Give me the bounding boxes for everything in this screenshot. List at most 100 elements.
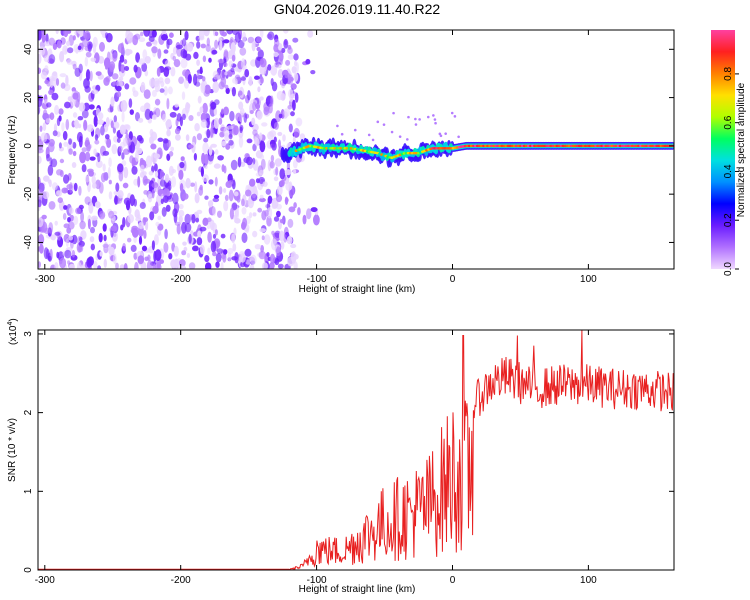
- noise-speck: [287, 54, 295, 60]
- noise-speck: [131, 225, 139, 231]
- noise-speck: [208, 200, 214, 208]
- noise-speck: [80, 152, 86, 163]
- noise-speck: [178, 209, 185, 217]
- noise-speck: [148, 36, 155, 42]
- noise-speck: [55, 78, 60, 86]
- noise-speck: [252, 193, 256, 199]
- noise-speck: [278, 51, 284, 62]
- noise-speck: [83, 119, 88, 131]
- noise-speck: [174, 221, 181, 226]
- noise-speck: [223, 249, 228, 255]
- noise-speck: [237, 156, 242, 168]
- noise-speck: [108, 191, 113, 200]
- noise-speck: [173, 245, 179, 257]
- noise-speck: [159, 88, 165, 93]
- noise-speck: [227, 247, 234, 255]
- noise-speck: [123, 263, 128, 269]
- noise-speck: [163, 49, 169, 54]
- noise-speck: [188, 144, 194, 149]
- noise-speck: [151, 182, 159, 189]
- snr-xlabel: Height of straight line (km): [299, 584, 416, 595]
- noise-speck: [164, 228, 168, 240]
- noise-speck: [222, 39, 230, 44]
- noise-speck: [241, 232, 248, 244]
- noise-speck: [102, 243, 109, 248]
- noise-speck: [255, 178, 260, 184]
- noise-speck: [113, 121, 120, 129]
- noise-speck: [276, 210, 281, 218]
- noise-speck: [116, 91, 122, 98]
- noise-speck: [91, 215, 98, 221]
- noise-speck: [206, 128, 211, 139]
- noise-speck: [166, 153, 171, 161]
- noise-speck: [258, 197, 266, 203]
- noise-speck: [124, 83, 130, 90]
- noise-speck: [94, 134, 99, 141]
- noise-speck: [152, 114, 157, 120]
- noise-speck: [100, 125, 105, 136]
- noise-speck: [212, 81, 220, 93]
- noise-speck: [234, 209, 239, 220]
- noise-speck: [168, 151, 174, 157]
- noise-speck: [271, 204, 277, 209]
- noise-speck: [176, 44, 183, 49]
- noise-speck: [135, 150, 139, 162]
- noise-speck: [112, 51, 118, 62]
- noise-speck: [181, 91, 186, 100]
- noise-speck: [161, 206, 167, 217]
- noise-speck: [99, 251, 103, 257]
- noise-speck: [288, 181, 293, 191]
- noise-speck: [46, 102, 52, 108]
- noise-speck: [217, 155, 224, 161]
- noise-speck: [202, 55, 207, 63]
- noise-speck: [220, 108, 224, 115]
- noise-speck: [180, 156, 185, 162]
- noise-speck: [283, 38, 289, 49]
- noise-speck: [229, 37, 234, 44]
- noise-speck: [68, 148, 73, 155]
- noise-speck: [38, 85, 42, 91]
- noise-speck: [228, 60, 233, 68]
- noise-speck: [93, 261, 98, 269]
- noise-speck: [115, 85, 122, 92]
- noise-speck: [280, 93, 286, 101]
- noise-speck: [193, 51, 199, 60]
- noise-speck: [241, 198, 245, 207]
- noise-speck: [129, 77, 137, 85]
- noise-speck: [163, 86, 168, 96]
- noise-speck: [247, 90, 251, 101]
- noise-speck: [72, 92, 79, 100]
- noise-speck: [166, 38, 173, 46]
- colorbar-tick-label: 0.8: [723, 67, 734, 81]
- noise-speck: [216, 248, 224, 254]
- noise-speck: [91, 89, 99, 95]
- noise-speck: [115, 262, 119, 269]
- noise-speck: [273, 176, 279, 182]
- noise-speck: [288, 206, 296, 213]
- noise-speck: [59, 158, 65, 164]
- stray-dot: [392, 111, 395, 115]
- noise-speck: [217, 210, 222, 218]
- noise-speck: [90, 57, 97, 62]
- noise-speck: [87, 218, 91, 230]
- noise-speck: [180, 48, 187, 59]
- noise-speck: [180, 58, 188, 69]
- noise-speck: [137, 255, 145, 265]
- noise-speck: [164, 173, 170, 183]
- heatmap-frame: [37, 29, 675, 270]
- noise-speck: [65, 75, 69, 87]
- noise-speck: [227, 71, 233, 77]
- noise-speck: [56, 190, 61, 196]
- noise-speck: [126, 49, 133, 55]
- noise-speck: [288, 123, 293, 133]
- noise-speck: [210, 143, 217, 148]
- noise-speck: [113, 190, 119, 196]
- noise-speck: [199, 244, 205, 255]
- noise-speck: [262, 181, 268, 188]
- stray-dot: [382, 123, 386, 126]
- noise-speck: [196, 41, 201, 49]
- noise-speck: [164, 77, 171, 85]
- noise-speck: [38, 30, 42, 41]
- noise-speck: [67, 260, 71, 265]
- noise-speck: [233, 125, 239, 136]
